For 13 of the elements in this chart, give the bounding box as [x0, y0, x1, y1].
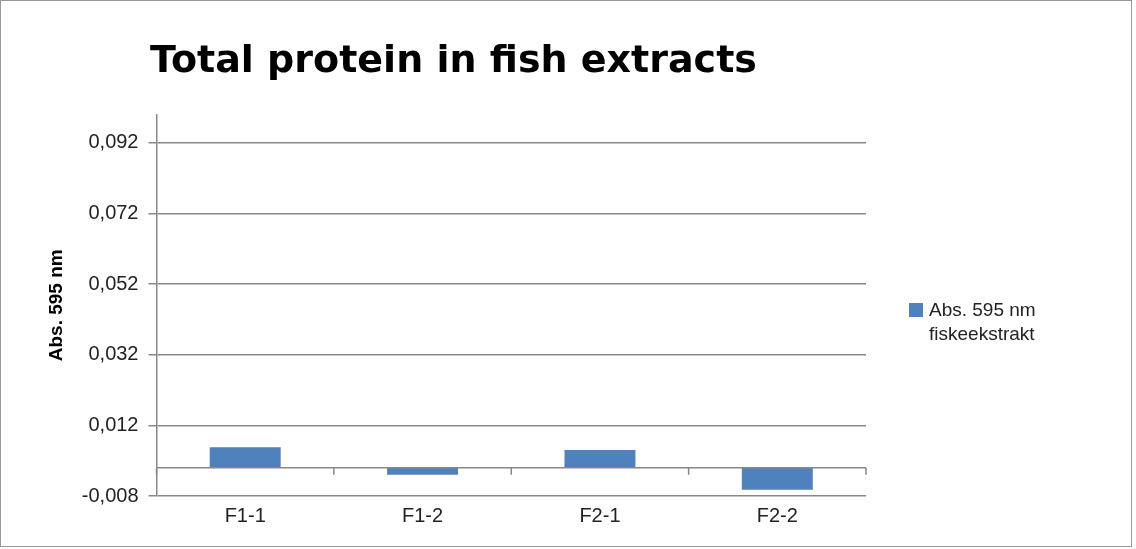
- x-tick-label: F2-1: [579, 503, 621, 526]
- chart-title: Total protein in fish extracts: [150, 36, 757, 81]
- y-tick-label: 0,092: [88, 130, 139, 153]
- legend-label: Abs. 595 nm fiskeekstrakt: [929, 298, 1037, 346]
- y-tick-label: 0,052: [88, 271, 139, 294]
- y-axis-title: Abs. 595 nm: [44, 249, 66, 362]
- x-tick-label: F2-2: [756, 503, 798, 526]
- y-tick-label: 0,032: [88, 342, 139, 365]
- x-tick-label: F1-1: [224, 503, 266, 526]
- y-tick-label: -0,008: [81, 483, 139, 506]
- x-tick-label: F1-2: [402, 503, 444, 526]
- y-tick-label: 0,072: [88, 201, 139, 223]
- y-tick-label: 0,012: [88, 412, 139, 435]
